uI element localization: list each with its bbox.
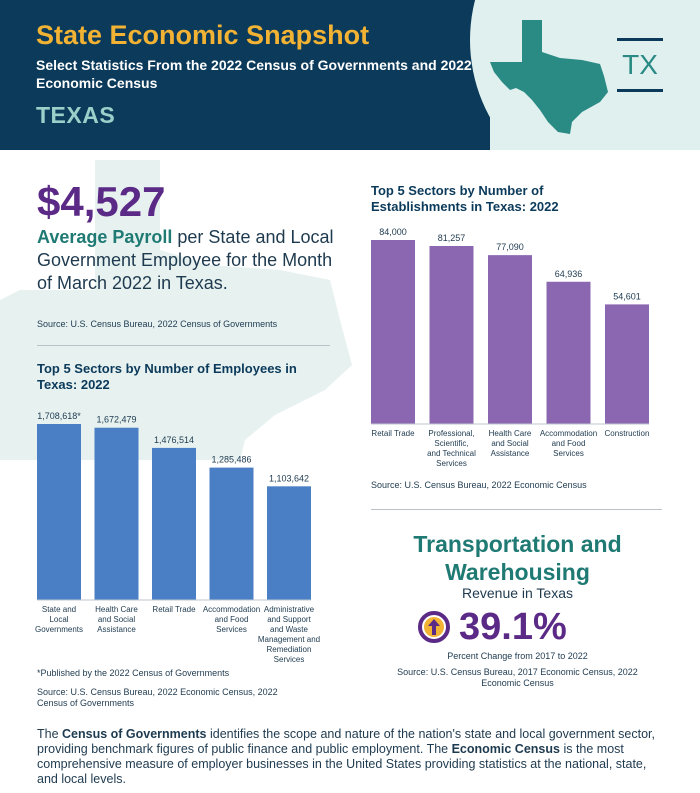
bar-category-label: Remediation	[267, 645, 312, 654]
bar-category-label: Services	[553, 449, 584, 458]
establishments-bar-chart: 84,000 Retail Trade 81,257 Professional,Sci…	[371, 227, 650, 468]
bar-category-label: Professional,	[428, 429, 474, 438]
transport-percent-change: 39.1%	[459, 606, 567, 648]
bar-category-label: Administrative	[264, 605, 315, 614]
bar-value-label: 1,103,642	[269, 473, 309, 483]
bar-category-label: Retail Trade	[371, 429, 415, 438]
payroll-highlight: Average Payroll	[37, 227, 173, 247]
bar-category-label: Local	[49, 615, 68, 624]
bar-category-label: Health Care	[489, 429, 532, 438]
chart-bar	[546, 281, 591, 424]
bar-value-label: 1,708,618*	[37, 411, 81, 421]
chart-bar	[605, 304, 649, 424]
bar-category-label: Accommodation	[540, 429, 597, 438]
payroll-description-text: per State and Local Government Employee …	[37, 227, 334, 293]
bar-value-label: 1,672,479	[96, 415, 136, 425]
employees-chart-title: Top 5 Sectors by Number of Employees in …	[37, 361, 297, 392]
bar-value-label: 1,285,486	[211, 455, 251, 465]
bar-category-label: and Social	[491, 439, 529, 448]
footer-economic-census: Economic Census	[451, 742, 560, 756]
bar-value-label: 77,090	[496, 242, 524, 252]
bar-value-label: 64,936	[555, 269, 583, 279]
bar-category-label: and Technical	[427, 449, 476, 458]
page-title: State Economic Snapshot	[36, 20, 370, 50]
average-payroll-value: $4,527	[37, 178, 166, 225]
bar-category-label: and Support	[267, 615, 311, 624]
bar-category-label: Retail Trade	[152, 605, 196, 614]
chart-bar	[371, 240, 415, 424]
bar-category-label: and Food	[215, 615, 249, 624]
footer-census-of-governments: Census of Governments	[62, 727, 207, 741]
transport-title: Transportation and Warehousing	[370, 530, 665, 586]
employees-source: Source: U.S. Census Bureau, 2022 Economi…	[37, 687, 278, 708]
footer-text: identifies the scope and nature of the n…	[37, 727, 656, 756]
bar-category-label: State and	[42, 605, 76, 614]
bar-category-label: Scientific,	[434, 439, 468, 448]
chart-bar	[429, 246, 474, 424]
up-arrow-circle-icon	[418, 611, 450, 643]
footer-text: is the most comprehensive measure of emp…	[37, 742, 647, 786]
transport-title-line1: Transportation and	[413, 531, 622, 557]
payroll-source: Source: U.S. Census Bureau, 2022 Census …	[37, 319, 278, 329]
chart-bar	[94, 427, 139, 600]
transport-percent-label: Percent Change from 2017 to 2022	[447, 651, 588, 661]
chart-bar	[209, 467, 254, 600]
chart-bar	[37, 424, 81, 600]
bar-category-label: Accommodation	[203, 605, 260, 614]
average-payroll-description: Average Payroll per State and Local Gove…	[37, 226, 337, 295]
bar-category-label: Assistance	[97, 625, 136, 634]
divider	[37, 345, 330, 346]
bar-category-label: Assistance	[491, 449, 530, 458]
bar-value-label: 84,000	[379, 227, 407, 237]
bar-category-label: Management and	[258, 635, 320, 644]
bar-category-label: and Food	[552, 439, 586, 448]
footer-description: The Census of Governments identifies the…	[37, 727, 667, 787]
texas-map-icon	[490, 20, 608, 134]
bar-value-label: 1,476,514	[154, 435, 194, 445]
bar-category-label: and Social	[98, 615, 136, 624]
bar-category-label: Services	[274, 655, 305, 664]
header-banner: State Economic Snapshot Select Statistic…	[0, 0, 700, 150]
bar-value-label: 54,601	[613, 291, 641, 301]
transport-subtitle: Revenue in Texas	[461, 585, 574, 601]
chart-bar	[488, 255, 532, 424]
page-subtitle: Select Statistics From the 2022 Census o…	[36, 57, 472, 91]
establishments-source: Source: U.S. Census Bureau, 2022 Economi…	[371, 480, 587, 490]
bar-category-label: Governments	[35, 625, 83, 634]
bar-category-label: Construction	[605, 429, 650, 438]
bar-category-label: and Waste	[270, 625, 308, 634]
transport-title-line2: Warehousing	[445, 559, 590, 585]
footer-text: The	[37, 727, 63, 741]
establishments-chart-title: Top 5 Sectors by Number of Establishment…	[371, 183, 559, 214]
chart-bar	[152, 447, 196, 600]
transport-source: Source: U.S. Census Bureau, 2017 Economi…	[397, 667, 638, 688]
texas-watermark-icon	[0, 160, 352, 460]
divider	[371, 509, 662, 510]
chart-bar	[267, 486, 311, 600]
up-arrow-icon	[424, 617, 444, 637]
state-abbreviation: TX	[617, 38, 663, 92]
bar-value-label: 81,257	[438, 233, 466, 243]
bar-category-label: Health Care	[95, 605, 138, 614]
state-name: TEXAS	[36, 102, 116, 128]
bar-category-label: Services	[436, 459, 467, 468]
employees-footnote: *Published by the 2022 Census of Governm…	[37, 668, 230, 678]
bar-category-label: Services	[216, 625, 247, 634]
